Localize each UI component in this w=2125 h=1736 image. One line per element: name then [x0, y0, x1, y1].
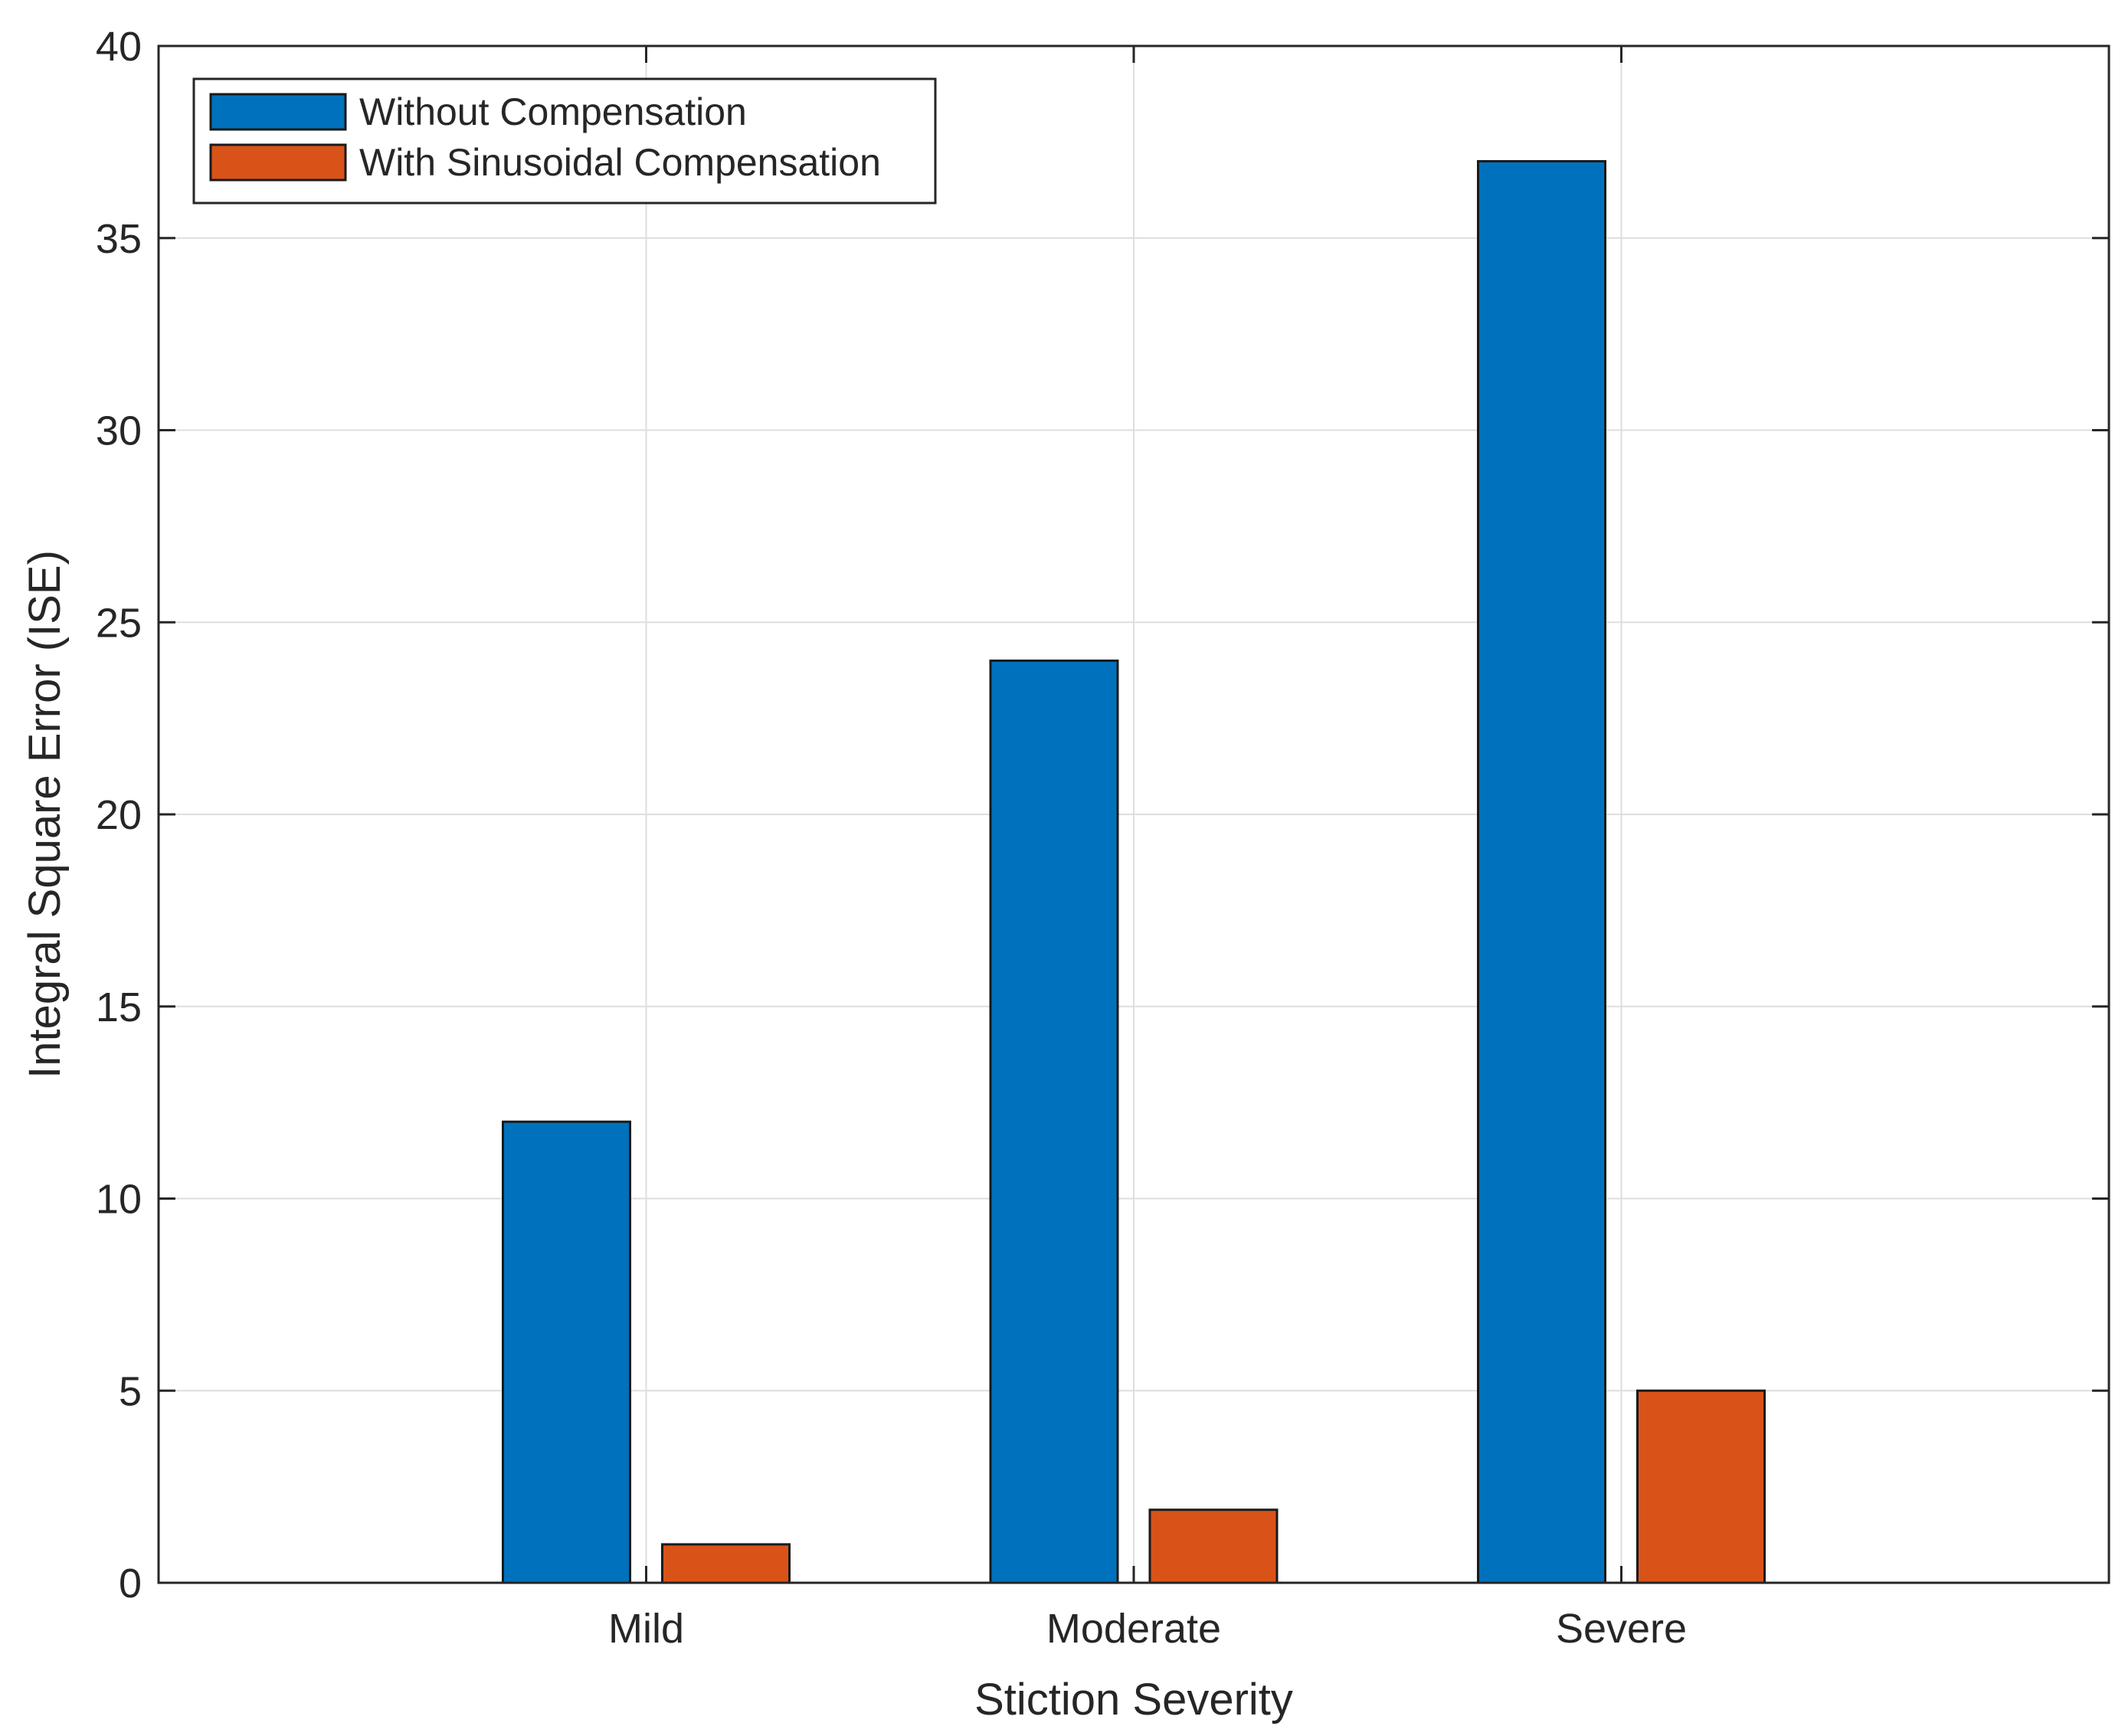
- x-tick-labels: Mild Moderate Severe: [608, 1606, 1687, 1652]
- legend: Without Compensation With Sinusoidal Comp…: [192, 77, 937, 205]
- bars: [502, 159, 1766, 1584]
- legend-swatch: [209, 93, 347, 131]
- bar-without-compensation-mild: [502, 1120, 631, 1584]
- y-axis-label: Integral Square Error (ISE): [20, 550, 70, 1079]
- bar-with-sinusoidal-compensation-moderate: [1148, 1508, 1279, 1584]
- y-tick-label: 30: [96, 408, 142, 454]
- y-tick-label: 25: [96, 600, 142, 646]
- y-tick-label: 15: [96, 984, 142, 1030]
- y-tick-label: 5: [119, 1368, 142, 1414]
- x-axis-label: Stiction Severity: [974, 1675, 1293, 1725]
- bar-without-compensation-moderate: [989, 659, 1119, 1584]
- x-tick-label: Moderate: [1046, 1606, 1221, 1652]
- x-tick-label: Severe: [1556, 1606, 1687, 1652]
- y-tick-label: 40: [96, 24, 142, 70]
- y-tick-label: 10: [96, 1177, 142, 1223]
- gridlines: [159, 46, 2109, 1583]
- bar-without-compensation-severe: [1477, 159, 1606, 1584]
- y-tick-label: 35: [96, 216, 142, 262]
- axis-ticks: [159, 44, 2109, 1584]
- legend-swatch: [209, 143, 347, 182]
- x-tick-label: Mild: [608, 1606, 684, 1652]
- y-tick-labels: 0 5 10 15 20 25 30 35 40: [96, 24, 142, 1607]
- bar-with-sinusoidal-compensation-severe: [1636, 1389, 1766, 1584]
- legend-label: Without Compensation: [359, 90, 747, 133]
- y-tick-label: 20: [96, 792, 142, 838]
- y-tick-label: 0: [119, 1561, 142, 1607]
- legend-label: With Sinusoidal Compensation: [359, 141, 881, 184]
- bar-with-sinusoidal-compensation-mild: [661, 1543, 791, 1584]
